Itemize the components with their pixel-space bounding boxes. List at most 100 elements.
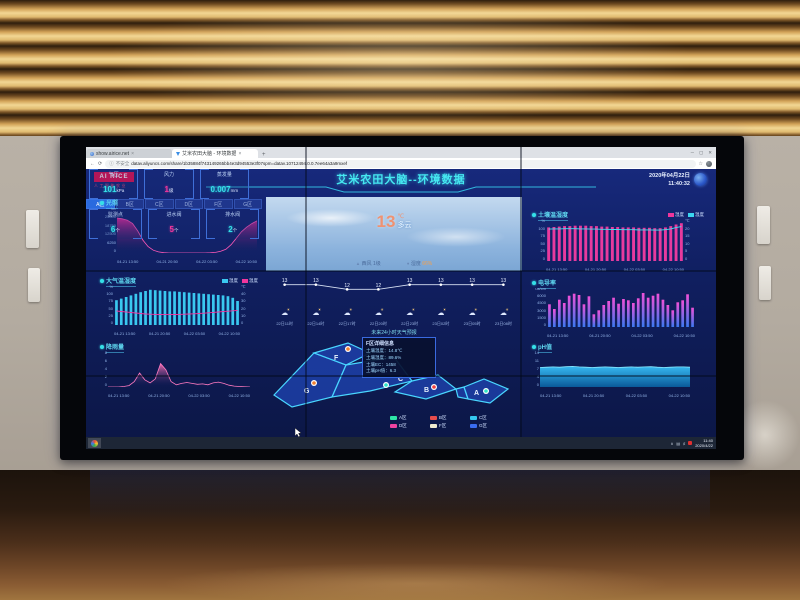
forecast-item: ☁ ☀ [363, 302, 394, 320]
close-tab-icon[interactable]: × [131, 150, 134, 157]
y-axis: % 100 75 50 25 0 [100, 285, 114, 325]
forecast-item: ☁ ☀ [394, 302, 425, 320]
video-wall-display: show.airice.net × 艾米农田大脑 - 环境数据 × + ─ ▢ … [86, 147, 716, 449]
right-stats-row: 监测点 6个 进水阀 5个 排水阀 2个 [86, 209, 262, 239]
new-tab-button[interactable]: + [262, 152, 266, 158]
marker-g[interactable] [312, 381, 316, 385]
chart-title: pH值 [538, 342, 552, 353]
map-legend-item: G区 [470, 423, 506, 429]
soil-humidity-temp-chart [546, 219, 684, 266]
bullet-icon [532, 281, 536, 285]
forecast-time: 22日14时 [307, 321, 325, 326]
forecast-time: 23日02时 [432, 321, 450, 326]
axis-tick: 04-22 03:50 [188, 393, 210, 398]
datav-favicon [176, 151, 180, 156]
bullet-icon [100, 345, 104, 349]
forecast-time: 22日17时 [338, 321, 356, 326]
sun-icon: ☀ [411, 307, 416, 312]
url-box[interactable]: ⓘ 不安全 datav.aliyuncs.com/share/1b35884f7… [105, 159, 696, 168]
forecast-times: 22日11时 22日14时 22日17时 22日20时 22日23时 23日02时 23日0… [269, 321, 519, 327]
axis-tick: 04-21 13:50 [114, 331, 136, 336]
axis-tick: 0 [241, 319, 244, 325]
zone-tab-4[interactable]: D区 [174, 199, 203, 209]
page-title: 艾米农田大脑--环境数据 [336, 174, 466, 186]
system-tray[interactable]: ∧ ▤ ♯ 11:40 2020/4/22 [670, 438, 716, 448]
bookmark-star-icon[interactable]: ☆ [698, 160, 703, 167]
y-axis: 14 11 7 4 0 [532, 351, 540, 387]
chart-title: 大气温湿度 [106, 276, 137, 287]
light-chart-panel: 光照 lux 25000 18750 12500 6250 0 04-21 13:50 04… [98, 197, 260, 273]
svg-text:12: 12 [376, 283, 382, 289]
back-icon[interactable]: ← [90, 160, 95, 167]
marker-a[interactable] [484, 389, 488, 393]
bullet-icon [532, 213, 536, 217]
partly-cloudy-icon: ☁ ☀ [281, 307, 291, 318]
tray-network-icon[interactable]: ▤ [676, 440, 681, 446]
axis-tick: 04-22 10:50 [662, 267, 684, 272]
humidity-icon: ● [406, 261, 410, 266]
tray-chevron-icon[interactable]: ∧ [670, 440, 674, 446]
svg-text:13: 13 [501, 278, 507, 284]
current-temp: 13 [376, 212, 396, 231]
zone-tooltip: F区详细信息 土壤温度：14.8℃ 土壤湿度：89.6% 土壤EC：1458 土… [362, 337, 436, 378]
air-humidity-temp-panel: 大气温湿度 湿度 温度 % 100 75 50 25 0 ℃ 40 30 20 10 0 04-21 … [98, 275, 260, 339]
axis-tick: 2 [104, 374, 107, 379]
datetime: 2020年04月22日 11:40:32 [649, 173, 690, 188]
tray-notification-badge[interactable] [688, 441, 693, 445]
y-axis: % 100 75 50 25 0 [532, 219, 546, 261]
wall-speaker [759, 266, 771, 300]
maximize-icon[interactable]: ▢ [698, 149, 704, 155]
browser-tabstrip: show.airice.net × 艾米农田大脑 - 环境数据 × + ─ ▢ … [86, 147, 716, 158]
stat-inlet-valves: 进水阀 5个 [147, 209, 201, 239]
browser-tab-datav[interactable]: 艾米农田大脑 - 环境数据 × [172, 149, 258, 158]
panel-seam [305, 147, 307, 449]
wall-speaker [757, 206, 770, 244]
browser-tab-airice[interactable]: show.airice.net × [86, 149, 172, 158]
legend-item: 温度 [688, 212, 704, 218]
rainfall-panel: 降雨量 8 6 4 2 0 04-21 13:50 04-21 20:50 04-22 03… [98, 341, 260, 398]
reload-icon[interactable]: ⟳ [98, 160, 103, 167]
chart-title: 电导率 [538, 278, 557, 289]
axis-tick: 40 [241, 291, 246, 297]
svg-text:13: 13 [313, 278, 319, 284]
tray-volume-icon[interactable]: ♯ [683, 440, 686, 446]
map-legend-item: C区 [470, 415, 506, 421]
zone-tab-5[interactable]: F区 [204, 199, 233, 209]
forecast-time: 23日05时 [463, 321, 481, 326]
chart-title: 降雨量 [106, 342, 125, 353]
axis-tick: % [109, 284, 113, 289]
profile-avatar[interactable] [706, 160, 712, 167]
axis-tick: ℃ [685, 218, 690, 223]
zone-tab-6[interactable]: G区 [233, 199, 262, 209]
axis-tick: 04-21 20:50 [584, 267, 607, 272]
zone-tab-2[interactable]: B区 [115, 199, 144, 209]
marker-f[interactable] [346, 347, 350, 351]
axis-tick: 4 [104, 366, 107, 371]
url-text: datav.aliyuncs.com/share/1b35884f7431492… [131, 161, 348, 166]
zone-tab-3[interactable]: C区 [145, 199, 174, 209]
rainfall-chart [108, 351, 251, 392]
axis-tick: 20 [685, 225, 690, 231]
mouse-cursor [295, 428, 302, 437]
minimize-icon[interactable]: ─ [690, 149, 694, 155]
taskbar-browser-icon[interactable] [88, 438, 101, 448]
close-window-icon[interactable]: ✕ [708, 149, 712, 155]
x-axis: 04-21 13:50 04-21 20:50 04-22 03:50 04-22 1… [540, 393, 690, 398]
field-map-panel[interactable]: G F C B A [266, 335, 522, 431]
security-label: 不安全 [115, 160, 130, 166]
panel-seam [86, 375, 716, 377]
panel-seam [86, 270, 716, 272]
axis-tick: 11 [534, 358, 539, 363]
axis-tick: 04-21 13:50 [540, 393, 562, 398]
taskbar-clock[interactable]: 11:40 2020/4/22 [695, 437, 713, 448]
light-chart [116, 207, 258, 258]
x-axis: 04-21 13:50 04-21 20:50 04-22 03:50 04-22 1… [114, 331, 240, 336]
marker-c[interactable] [384, 383, 388, 387]
y-axis-right: ℃ 20 15 10 5 0 [684, 219, 694, 261]
axis-tick: 0 [543, 321, 546, 327]
close-tab-icon[interactable]: × [238, 150, 242, 157]
marker-b[interactable] [432, 385, 436, 389]
left-stats-row: 气压 101kPa 风力 1级 蒸发量 0.007mm [86, 169, 252, 199]
axis-tick: 25 [108, 312, 113, 318]
partly-cloudy-icon: ☁ ☀ [343, 307, 353, 318]
